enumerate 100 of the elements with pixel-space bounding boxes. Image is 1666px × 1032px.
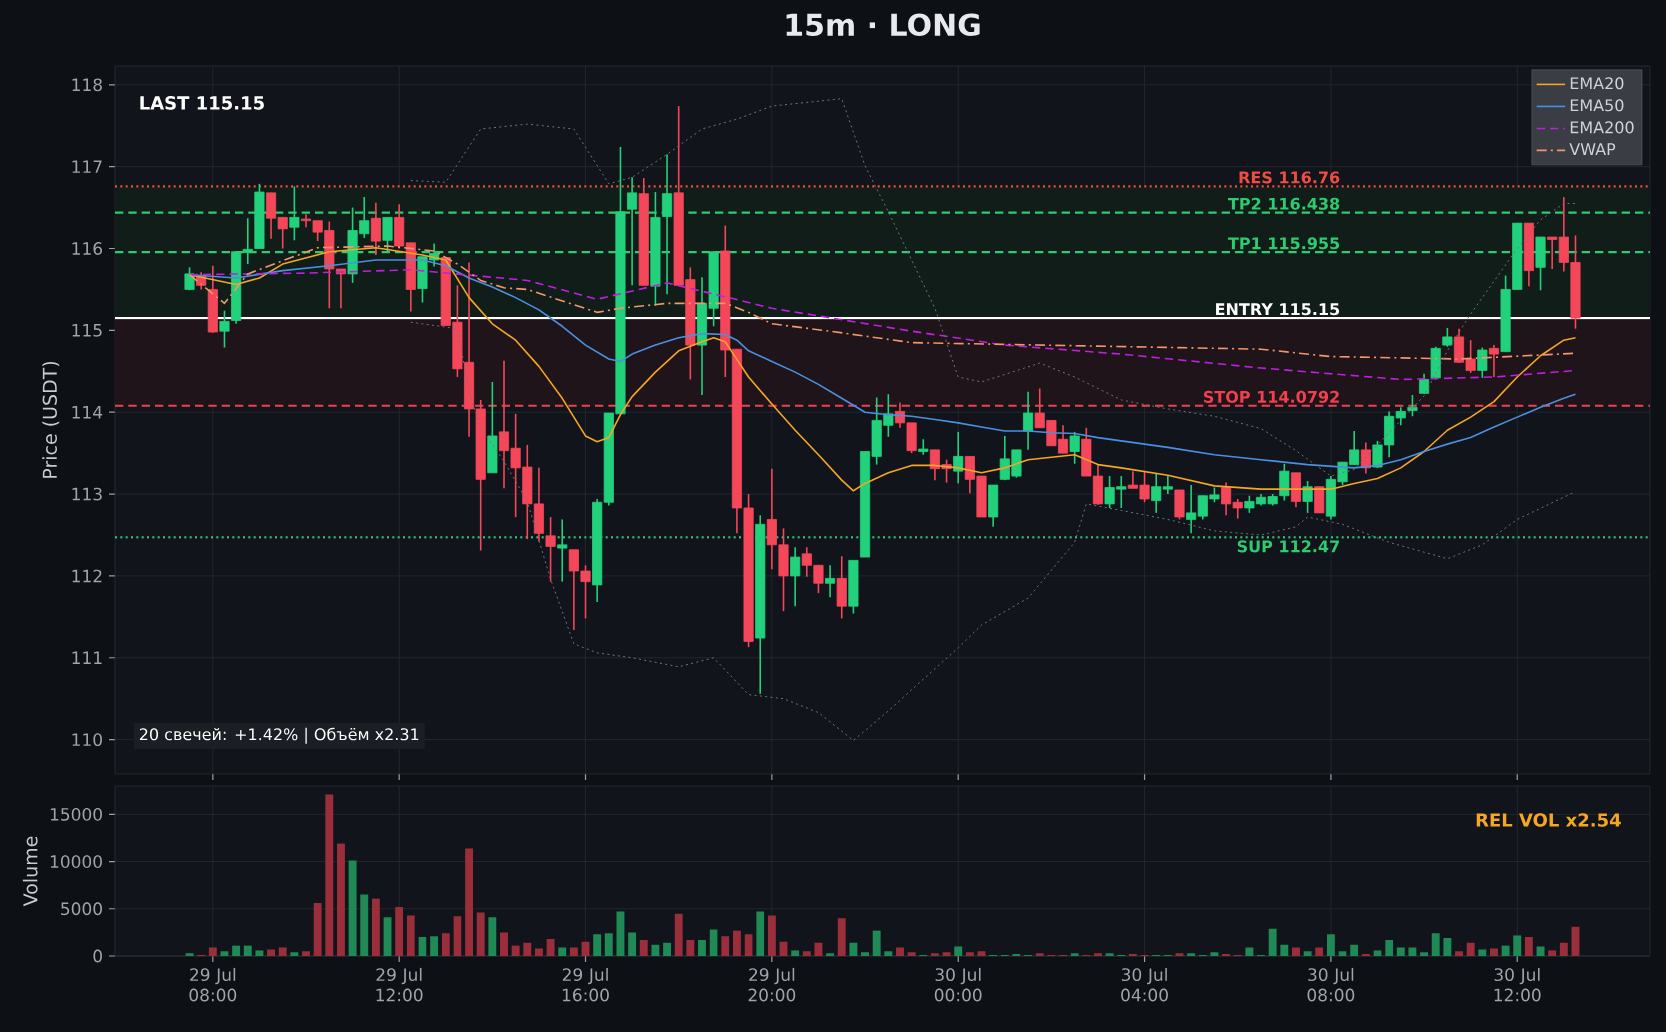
bar: [476, 912, 485, 956]
bar: [325, 794, 334, 956]
bar: [558, 947, 567, 956]
bar: [872, 930, 881, 956]
bar: [651, 944, 660, 956]
candlestick: [790, 546, 801, 607]
ref-line-label: SUP 112.47: [1237, 540, 1339, 553]
y-tick-label: 15000: [50, 807, 102, 821]
bar: [1303, 951, 1312, 956]
bar: [593, 934, 602, 956]
bar: [569, 947, 578, 956]
bar: [604, 933, 613, 956]
bar: [954, 946, 963, 956]
bar: [814, 942, 823, 956]
x-tick-label: 30 Jul 08:00: [1307, 967, 1355, 1002]
bar: [511, 945, 520, 956]
x-tick-label: 30 Jul 00:00: [934, 967, 982, 1002]
bar: [534, 948, 543, 956]
bar: [208, 947, 217, 956]
candlestick: [1442, 327, 1453, 348]
candlestick: [1488, 344, 1500, 378]
bar: [977, 951, 986, 956]
bar: [185, 953, 194, 956]
bar: [371, 898, 380, 956]
bar: [674, 913, 683, 956]
x-tick-label: 29 Jul 12:00: [376, 967, 423, 1002]
candlestick: [953, 431, 964, 485]
bar: [907, 952, 916, 956]
x-tick-label: 30 Jul 04:00: [1121, 967, 1168, 1002]
bar: [1501, 945, 1510, 956]
bar: [1094, 953, 1102, 956]
ref-line-label: RES 116.76: [1239, 171, 1340, 184]
bar: [546, 939, 555, 956]
bar: [278, 947, 287, 956]
bar: [616, 911, 625, 956]
bar: [1175, 953, 1184, 956]
candlestick: [1419, 372, 1430, 395]
bar: [290, 952, 299, 956]
x-tick-label: 29 Jul 20:00: [748, 967, 796, 1002]
candlestick: [1302, 480, 1313, 514]
bar: [302, 951, 310, 956]
bar: [767, 915, 776, 956]
bar: [965, 952, 974, 956]
y-tick-label: 111: [72, 651, 102, 664]
y-tick-label: 117: [72, 160, 102, 173]
y-tick-label: 0: [93, 949, 102, 963]
candlestick: [918, 438, 929, 456]
bar: [430, 936, 439, 956]
bar: [1245, 947, 1254, 956]
bar: [849, 942, 858, 956]
bar: [348, 860, 357, 956]
bar: [802, 951, 811, 956]
x-tick-label: 29 Jul 16:00: [562, 967, 609, 1002]
ref-line-label: TP1 115.955: [1228, 237, 1340, 250]
bar: [1420, 952, 1429, 956]
bar: [1105, 953, 1114, 956]
legend-label: VWAP: [1569, 143, 1616, 155]
bar: [1478, 949, 1487, 956]
bar: [500, 932, 508, 956]
ref-line-label: STOP 114.0792: [1203, 390, 1339, 403]
bar: [861, 952, 869, 956]
bar: [896, 947, 904, 956]
bar: [1513, 935, 1522, 956]
legend-label: EMA20: [1570, 77, 1624, 90]
candlestick: [1360, 441, 1371, 475]
bar: [837, 918, 846, 956]
y-axis-title: Volume: [22, 836, 38, 907]
bar: [1489, 948, 1498, 956]
bar: [1280, 944, 1289, 956]
bar: [1466, 942, 1475, 956]
bar: [686, 939, 695, 956]
bar: [1292, 947, 1300, 956]
y-tick-label: 114: [72, 406, 103, 419]
y-axis-title: Price (USDT): [42, 361, 60, 478]
ref-line-label: TP2 116.438: [1228, 197, 1340, 210]
bar: [1187, 953, 1196, 956]
bar: [267, 949, 276, 956]
x-tick-label: 30 Jul 12:00: [1494, 967, 1541, 1002]
bar: [336, 843, 345, 956]
bar: [1268, 928, 1277, 956]
ref-line-label: ENTRY 115.15: [1216, 303, 1340, 316]
candlestick: [370, 201, 381, 256]
bar: [395, 906, 404, 956]
bar: [1210, 952, 1219, 956]
bar: [1338, 951, 1347, 956]
candlestick: [825, 564, 836, 598]
candlestick: [545, 516, 556, 583]
candlestick: [1069, 431, 1080, 465]
legend-label: EMA200: [1570, 121, 1634, 134]
bar: [826, 953, 835, 956]
bar: [1443, 938, 1452, 956]
annotation: 20 свечей: +1.42% | Объём x2.31: [139, 727, 419, 744]
bar: [1326, 934, 1335, 956]
candlestick: [1023, 390, 1034, 451]
bar: [744, 934, 753, 956]
y-tick-label: 5000: [61, 902, 102, 916]
y-tick-label: 115: [72, 324, 102, 337]
bar: [1035, 953, 1044, 956]
x-tick-label: 29 Jul 08:00: [189, 967, 237, 1002]
bar: [1559, 942, 1568, 956]
